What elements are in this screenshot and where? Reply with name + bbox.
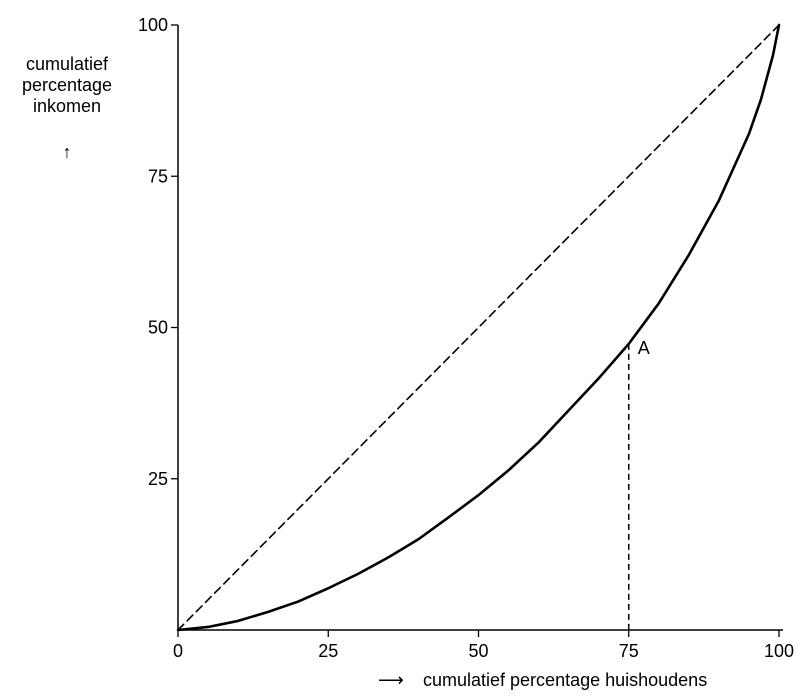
y-tick-label: 25 (148, 469, 168, 489)
x-tick-label: 25 (318, 641, 338, 661)
point-a-label: A (638, 338, 650, 358)
y-axis-label-line: percentage (22, 75, 112, 95)
x-tick-label: 100 (764, 641, 794, 661)
y-axis-arrow-icon: ↑ (63, 142, 72, 162)
series-layer (176, 23, 781, 632)
lorenz-curve (176, 23, 781, 632)
y-axis-label-line: cumulatief (26, 54, 109, 74)
axes: 0 25 50 75 100 25 50 75 100 (138, 15, 794, 661)
x-tick-label: 75 (619, 641, 639, 661)
equality-line (177, 24, 780, 631)
x-axis-label: cumulatief percentage huishoudens (423, 670, 707, 690)
x-tick-label: 50 (468, 641, 488, 661)
annotation-layer: A (628, 338, 650, 630)
x-axis-arrow-icon: ⟶ (378, 670, 404, 690)
y-tick-label: 75 (148, 166, 168, 186)
y-axis-label-line: inkomen (33, 96, 101, 116)
x-tick-label: 0 (173, 641, 183, 661)
y-tick-label: 50 (148, 318, 168, 338)
y-tick-label: 100 (138, 15, 168, 35)
